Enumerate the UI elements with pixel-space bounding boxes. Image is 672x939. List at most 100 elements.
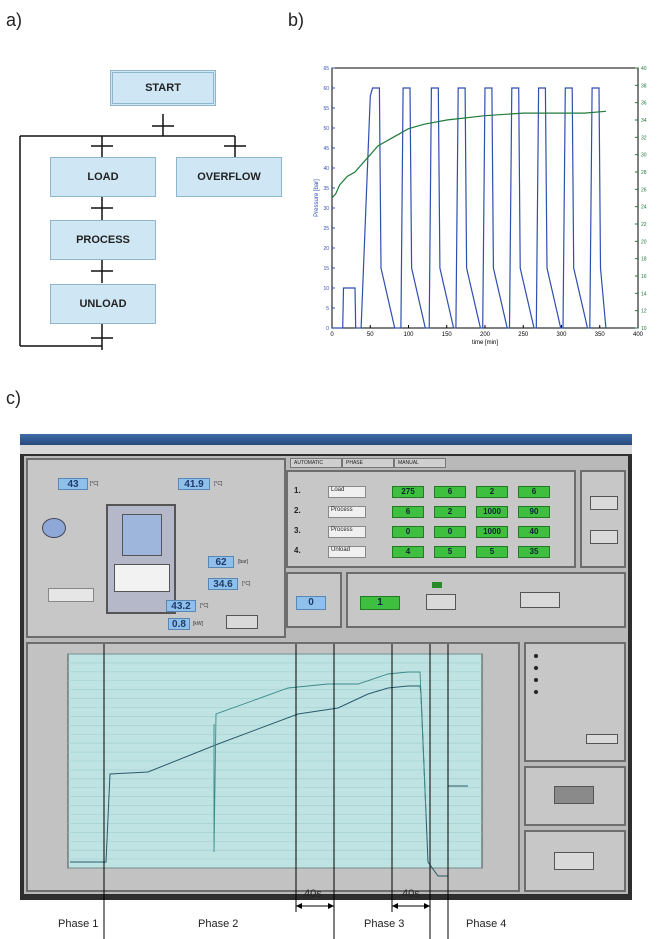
recipe-cell: 90 (518, 506, 550, 518)
status-led (432, 582, 442, 588)
pressure-unit: [bar] (238, 559, 249, 565)
pump-icon (42, 518, 66, 538)
x-tick-label: 150 (442, 332, 453, 338)
step-overflow: OVERFLOW (176, 157, 282, 197)
step-load: LOAD (50, 157, 156, 197)
y2-tick-label: 30 (641, 153, 647, 159)
tab-manual[interactable]: MANUAL (394, 458, 446, 468)
recipe-cell: 6 (518, 486, 550, 498)
legend-panel (524, 642, 626, 762)
x-axis-label: time [min] (472, 340, 498, 346)
power-value: 0.8 (168, 618, 190, 630)
tab-phase[interactable]: PHASE (342, 458, 394, 468)
phase-markers (103, 644, 449, 939)
phase-3-label: Phase 3 (364, 918, 405, 930)
x-tick-label: 350 (595, 332, 606, 338)
menu-bar (20, 445, 632, 454)
recipe-cell: 5 (476, 546, 508, 558)
power-unit: [kW] (193, 621, 203, 627)
x-tick-label: 100 (403, 332, 414, 338)
y-tick-label: 25 (323, 226, 329, 232)
y2-tick-label: 32 (641, 135, 647, 141)
recipe-step-name: Process (328, 526, 366, 538)
y-tick-label: 35 (323, 186, 329, 192)
recipe-button-2[interactable] (590, 530, 618, 544)
recipe-cell: 4 (392, 546, 424, 558)
y-tick-label: 30 (323, 206, 329, 212)
y2-tick-label: 24 (641, 205, 647, 211)
legend-dot-4 (534, 690, 538, 694)
y2-tick-label: 22 (641, 222, 647, 228)
pressure-value: 62 (208, 556, 234, 568)
recipe-cell: 0 (392, 526, 424, 538)
recipe-cell: 1000 (476, 506, 508, 518)
recipe-cell: 40 (518, 526, 550, 538)
tab-automatic[interactable]: AUTOMATIC (290, 458, 342, 468)
temp1-unit: [°C] (90, 481, 99, 487)
duration-label-1: 40s (304, 888, 322, 900)
trend-panel (26, 642, 520, 892)
action-button-1[interactable] (554, 786, 594, 804)
piston (122, 514, 162, 556)
legend-dot-2 (534, 666, 538, 670)
y-tick-label: 15 (323, 266, 329, 272)
action-panel-1 (524, 766, 626, 826)
temp2-value: 41.9 (178, 478, 210, 490)
mold-chamber (114, 564, 170, 592)
press-machine (106, 504, 176, 614)
temp4-unit: [°C] (200, 603, 209, 609)
panel-button[interactable] (226, 615, 258, 629)
y2-tick-label: 28 (641, 170, 647, 176)
y-tick-label: 55 (323, 106, 329, 112)
y-tick-label: 5 (326, 306, 329, 312)
hmi-window: 43 [°C] 41.9 [°C] 62 [bar] 34.6 [°C] 43.… (20, 434, 632, 900)
phase-1-label: Phase 1 (58, 918, 99, 930)
y2-tick-label: 12 (641, 309, 647, 315)
y2-tick-label: 36 (641, 101, 647, 107)
y2-tick-label: 14 (641, 291, 647, 297)
action-button-2[interactable] (554, 852, 594, 870)
y-tick-label: 60 (323, 86, 329, 92)
y-axis-label: Pressure [bar] (314, 179, 320, 217)
y-tick-label: 40 (323, 166, 329, 172)
step-start: START (110, 70, 216, 106)
recipe-row-number: 3. (294, 526, 301, 535)
recipe-cell: 0 (434, 526, 466, 538)
recipe-cell: 1000 (476, 526, 508, 538)
panel-label-b: b) (288, 10, 305, 30)
y-tick-label: 10 (323, 286, 329, 292)
recipe-cell: 2 (434, 506, 466, 518)
step-unload: UNLOAD (50, 284, 156, 324)
recipe-row-number: 1. (294, 486, 301, 495)
start-button[interactable] (426, 594, 456, 610)
legend-button[interactable] (586, 734, 618, 744)
trend-series-1 (70, 685, 468, 877)
temperature-series-line (331, 110, 606, 199)
stop-button[interactable] (520, 592, 560, 608)
cycles-value: 0 (296, 596, 326, 610)
temp3-unit: [°C] (242, 581, 251, 587)
x-tick-label: 0 (330, 332, 334, 338)
y-tick-label: 50 (323, 126, 329, 132)
phase-2-label: Phase 2 (198, 918, 239, 930)
control-panel: 1 (346, 572, 626, 628)
x-tick-label: 400 (633, 332, 644, 338)
recipe-buttons-panel (580, 470, 626, 568)
step-process: PROCESS (50, 220, 156, 260)
panel-label-c: c) (6, 388, 21, 408)
x-tick-label: 250 (518, 332, 529, 338)
recipe-step-name: Load (328, 486, 366, 498)
x-tick-label: 300 (556, 332, 567, 338)
trend-series-2 (213, 671, 427, 853)
recipe-cell: 6 (434, 486, 466, 498)
temp3-value: 34.6 (208, 578, 238, 590)
recipe-button-1[interactable] (590, 496, 618, 510)
legend-dot-1 (534, 654, 538, 658)
y-tick-label: 65 (323, 66, 329, 72)
counter-value: 1 (360, 596, 400, 610)
y2-tick-label: 26 (641, 187, 647, 193)
recipe-panel: 1. Load 275 6 2 6 2. Process 6 2 1000 90 3. Process 0 0… (286, 470, 576, 568)
recipe-step-name: Process (328, 506, 366, 518)
cycles-panel: 0 (286, 572, 342, 628)
recipe-step-name: Unload (328, 546, 366, 558)
